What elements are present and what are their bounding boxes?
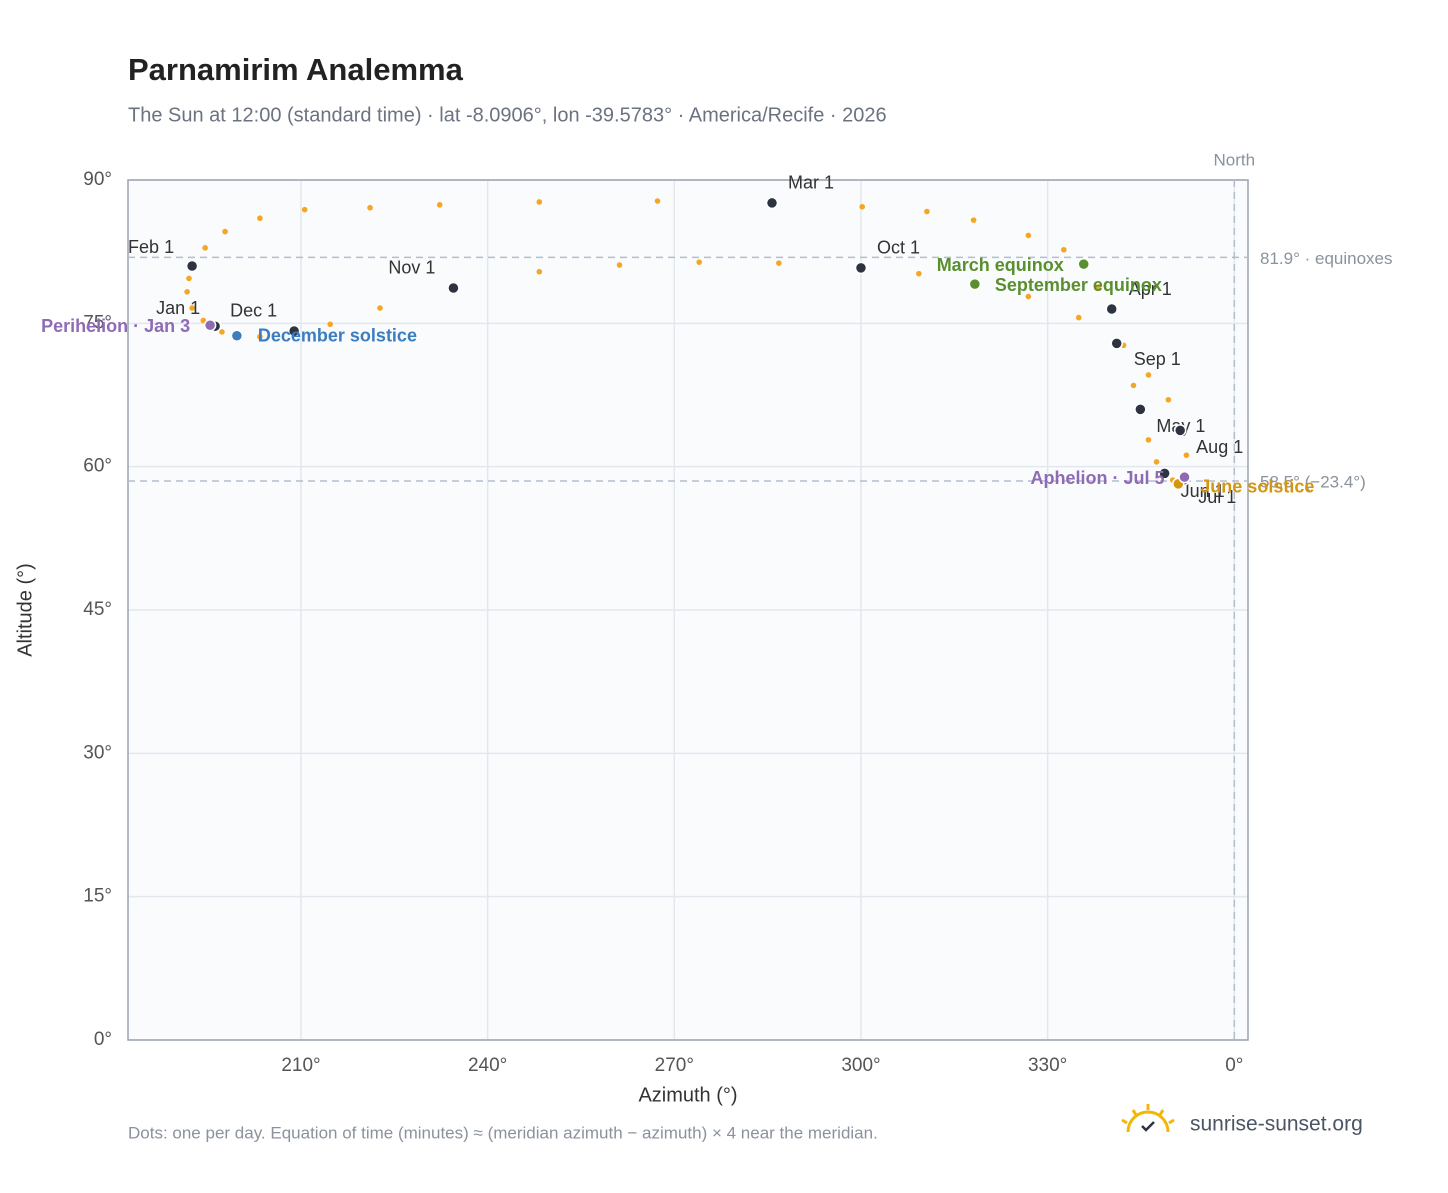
day-dot bbox=[202, 245, 208, 251]
marker-label: Aphelion · Jul 5 bbox=[1031, 468, 1165, 488]
source: sunrise-sunset.org bbox=[1190, 1113, 1363, 1136]
marker-label: December solstice bbox=[258, 326, 417, 346]
marker-label: March equinox bbox=[937, 255, 1064, 275]
marker-label: Jan 1 bbox=[156, 298, 200, 318]
reference-label: 58.5° (−23.4°) bbox=[1260, 472, 1366, 491]
day-dot bbox=[1145, 372, 1152, 378]
marker-label: Sep 1 bbox=[1134, 349, 1181, 369]
x-axis-label: Azimuth (°) bbox=[638, 1084, 737, 1106]
day-dot bbox=[1025, 293, 1032, 300]
day-dot bbox=[1183, 452, 1190, 459]
y-tick-label: 90° bbox=[83, 169, 112, 190]
chart-subtitle: The Sun at 12:00 (standard time) · lat -… bbox=[128, 104, 887, 126]
marker-label: June solstice bbox=[1200, 477, 1314, 497]
day-dot bbox=[377, 305, 383, 311]
day-dot bbox=[1165, 396, 1172, 403]
marker bbox=[447, 281, 460, 295]
x-tick-label: 300° bbox=[841, 1055, 880, 1076]
day-dot bbox=[436, 202, 443, 208]
footnote: Dots: one per day. Equation of time (min… bbox=[128, 1123, 878, 1142]
day-dot bbox=[186, 275, 192, 282]
marker-label: Apr 1 bbox=[1129, 279, 1172, 299]
day-dot bbox=[257, 215, 263, 222]
marker bbox=[968, 277, 982, 291]
y-tick-label: 15° bbox=[83, 886, 112, 907]
day-dot bbox=[536, 199, 543, 205]
reference-label: North bbox=[1214, 150, 1256, 169]
day-dot bbox=[616, 262, 623, 268]
logo-icon bbox=[1121, 1104, 1175, 1133]
day-dot bbox=[924, 208, 930, 215]
day-dot bbox=[219, 329, 225, 335]
marker-label: Jun 1 bbox=[1181, 481, 1225, 501]
day-dot bbox=[189, 305, 195, 311]
day-dot bbox=[776, 260, 782, 266]
y-tick-label: 75° bbox=[83, 312, 112, 333]
marker bbox=[203, 318, 217, 332]
marker-label: September equinox bbox=[995, 275, 1162, 295]
day-dot bbox=[1095, 284, 1102, 290]
x-tick-label: 210° bbox=[281, 1055, 320, 1076]
x-tick-label: 330° bbox=[1028, 1055, 1067, 1076]
marker bbox=[1158, 467, 1171, 480]
day-dot bbox=[916, 270, 922, 277]
day-dot bbox=[1061, 246, 1067, 253]
marker bbox=[1105, 302, 1118, 316]
y-tick-label: 45° bbox=[83, 599, 112, 620]
day-dot bbox=[1075, 314, 1082, 321]
marker bbox=[854, 261, 868, 275]
plot-layer: 0° 15° 30° 45° 60° 75° 90° 210° 240° 270° 300° 330°… bbox=[41, 150, 1392, 1076]
day-dot bbox=[1130, 382, 1137, 389]
marker bbox=[287, 324, 301, 338]
day-dot bbox=[367, 204, 373, 211]
day-dot bbox=[536, 268, 543, 275]
y-tick-label: 30° bbox=[83, 742, 112, 763]
marker bbox=[230, 329, 244, 343]
day-dot bbox=[1145, 437, 1152, 443]
day-dot bbox=[696, 259, 702, 265]
marker bbox=[1110, 337, 1123, 350]
day-dot bbox=[327, 321, 334, 328]
marker-label: Nov 1 bbox=[388, 258, 435, 278]
day-dot bbox=[184, 289, 190, 295]
x-tick-label: 270° bbox=[655, 1055, 694, 1076]
day-dot bbox=[200, 317, 207, 324]
x-tick-label: 0° bbox=[1225, 1055, 1243, 1076]
y-tick-label: 60° bbox=[83, 456, 112, 477]
reference-label: 81.9° · equinoxes bbox=[1260, 249, 1393, 268]
marker-label: Perihelion · Jan 3 bbox=[41, 316, 190, 336]
day-dot bbox=[654, 198, 661, 204]
marker-label: Oct 1 bbox=[877, 238, 920, 258]
x-tick-label: 240° bbox=[468, 1055, 507, 1076]
y-tick-label: 0° bbox=[94, 1029, 112, 1050]
marker bbox=[185, 259, 199, 273]
day-dot bbox=[1153, 459, 1160, 465]
marker-label: Feb 1 bbox=[128, 237, 174, 257]
marker bbox=[765, 196, 779, 210]
marker-label: Dec 1 bbox=[230, 301, 277, 321]
marker bbox=[1178, 470, 1191, 484]
marker bbox=[1134, 403, 1147, 416]
chart-title: Parnamirim Analemma bbox=[128, 52, 464, 87]
day-dot bbox=[257, 333, 263, 340]
plot-border bbox=[127, 179, 1249, 1041]
marker bbox=[1077, 257, 1090, 271]
day-dot bbox=[859, 203, 866, 210]
marker-label: Aug 1 bbox=[1196, 437, 1243, 457]
y-axis-label: Altitude (°) bbox=[14, 563, 36, 657]
marker-label: Jul 1 bbox=[1198, 487, 1236, 507]
marker-label: Mar 1 bbox=[788, 173, 834, 193]
day-dot bbox=[970, 217, 977, 223]
day-dot bbox=[301, 206, 308, 213]
marker bbox=[1173, 424, 1187, 437]
day-dot bbox=[222, 228, 228, 235]
day-dot bbox=[1025, 232, 1032, 239]
